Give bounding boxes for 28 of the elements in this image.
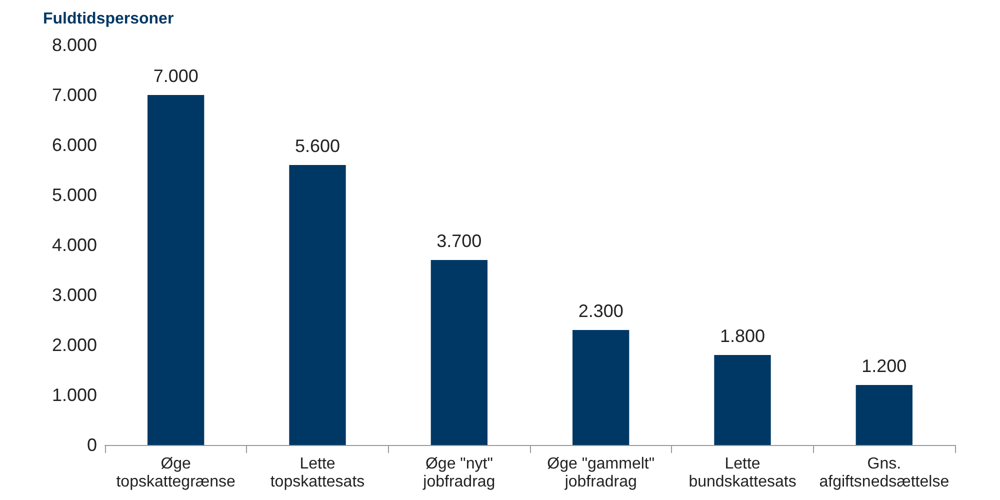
x-tick-label: Lette bundskattesats	[688, 456, 796, 490]
data-label: 1.200	[862, 356, 907, 376]
data-label: 7.000	[153, 66, 198, 86]
bar	[856, 385, 912, 445]
y-tick-label: 0	[86, 435, 97, 455]
bar	[572, 330, 630, 445]
y-axis-title: Fuldtidspersoner	[43, 10, 174, 28]
data-label: 3.700	[436, 231, 482, 251]
y-tick-label: 2.000	[52, 335, 97, 355]
y-tick-label: 8.000	[52, 35, 97, 55]
y-tick-label: 7.000	[52, 85, 97, 105]
x-tick-label: Øge "gammelt" jobfradrag	[547, 456, 655, 490]
data-label: 2.300	[578, 301, 624, 321]
bar	[714, 355, 771, 445]
data-label: 1.800	[720, 326, 766, 346]
data-label: 5.600	[294, 136, 340, 156]
y-tick-label: 1.000	[52, 385, 97, 405]
x-tick-label: Øge topskattegrænse	[116, 456, 236, 490]
x-tick-label: Lette topskattesats	[270, 456, 365, 490]
bar	[148, 95, 204, 445]
y-tick-label: 6.000	[52, 135, 97, 155]
bar	[430, 260, 488, 445]
y-tick-label: 5.000	[52, 185, 97, 205]
x-tick-label: Øge "nyt" jobfradrag	[422, 456, 496, 490]
y-tick-label: 4.000	[52, 235, 97, 255]
x-tick-label: Gns. afgiftsnedsættelse	[819, 456, 950, 490]
bar	[289, 165, 346, 445]
y-tick-label: 3.000	[52, 285, 97, 305]
